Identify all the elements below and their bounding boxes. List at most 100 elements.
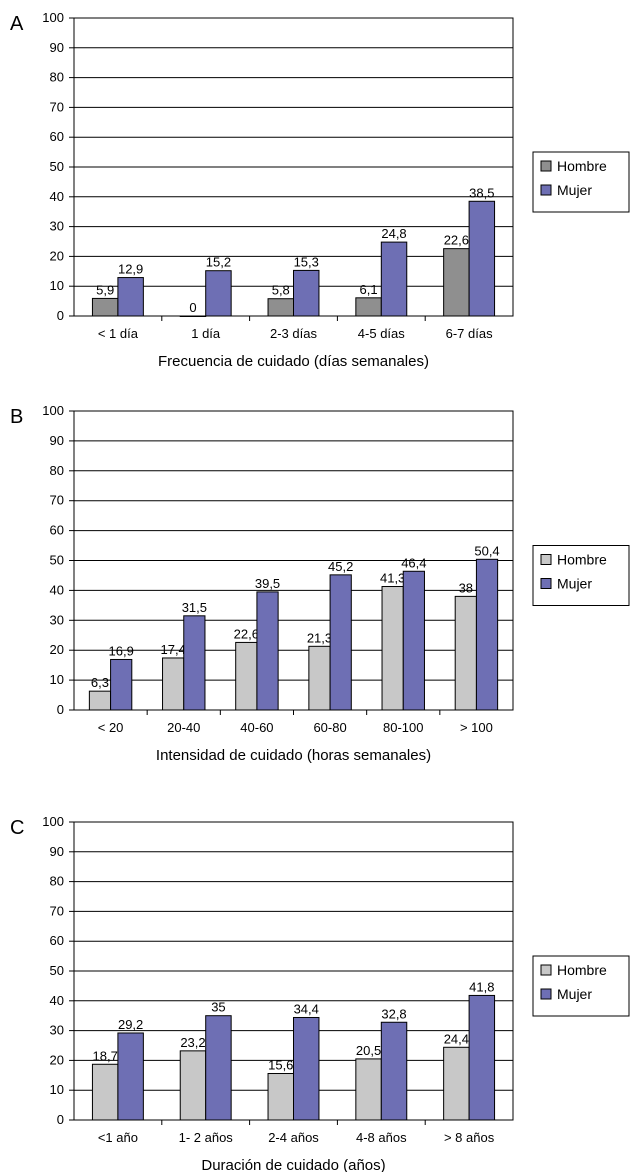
data-label: 24,4 bbox=[444, 1031, 469, 1046]
bar-mujer bbox=[293, 269, 320, 317]
x-category-label: > 100 bbox=[460, 720, 493, 735]
bar-mujer bbox=[205, 1015, 232, 1121]
bar-hombre bbox=[443, 1046, 470, 1121]
y-tick-label: 30 bbox=[50, 1023, 64, 1038]
data-label: 17,4 bbox=[160, 642, 185, 657]
data-label: 41,8 bbox=[469, 979, 494, 994]
y-tick-label: 60 bbox=[50, 129, 64, 144]
bar-mujer bbox=[468, 200, 496, 317]
y-tick-label: 80 bbox=[50, 874, 64, 889]
panel-letter: A bbox=[10, 13, 24, 35]
y-tick-label: 20 bbox=[50, 642, 64, 657]
legend-swatch-hombre bbox=[540, 964, 552, 976]
y-tick-label: 20 bbox=[50, 248, 64, 263]
legend-swatch-hombre bbox=[540, 554, 552, 565]
bar-hombre bbox=[267, 1073, 294, 1121]
x-category-label: 80-100 bbox=[383, 720, 423, 735]
bar-hombre bbox=[162, 657, 185, 711]
bar-mujer bbox=[380, 241, 408, 317]
y-tick-label: 40 bbox=[50, 189, 64, 204]
y-tick-label: 50 bbox=[50, 159, 64, 174]
y-tick-label: 90 bbox=[50, 433, 64, 448]
bar-mujer bbox=[117, 277, 144, 317]
y-tick-label: 30 bbox=[50, 612, 64, 627]
data-label: 0 bbox=[189, 300, 196, 315]
y-tick-label: 70 bbox=[50, 99, 64, 114]
legend-swatch-hombre bbox=[540, 160, 552, 172]
legend-label-mujer: Mujer bbox=[557, 182, 592, 198]
bar-hombre bbox=[235, 641, 258, 711]
data-label: 39,5 bbox=[255, 576, 280, 591]
data-label: 5,9 bbox=[96, 282, 114, 297]
bar-mujer bbox=[329, 574, 352, 711]
legend-label-hombre: Hombre bbox=[557, 158, 607, 174]
bar-mujer bbox=[475, 558, 499, 711]
y-tick-label: 50 bbox=[50, 963, 64, 978]
y-tick-label: 10 bbox=[50, 278, 64, 293]
data-label: 38 bbox=[459, 580, 473, 595]
data-label: 29,2 bbox=[118, 1017, 143, 1032]
bar-hombre bbox=[91, 1063, 119, 1121]
data-label: 38,5 bbox=[469, 185, 494, 200]
bar-hombre bbox=[91, 297, 119, 317]
panel-letter: C bbox=[10, 817, 24, 839]
legend-swatch-mujer bbox=[540, 184, 552, 196]
y-tick-label: 20 bbox=[50, 1052, 64, 1067]
data-label: 6,3 bbox=[91, 675, 109, 690]
data-label: 35 bbox=[211, 1000, 225, 1015]
data-label: 46,4 bbox=[401, 555, 426, 570]
data-label: 5,8 bbox=[272, 283, 290, 298]
x-category-label: 1 día bbox=[191, 326, 221, 341]
data-label: 32,8 bbox=[381, 1006, 406, 1021]
bar-mujer bbox=[183, 615, 206, 711]
y-tick-label: 90 bbox=[50, 40, 64, 55]
data-label: 15,3 bbox=[294, 254, 319, 269]
y-tick-label: 10 bbox=[50, 672, 64, 687]
data-label: 15,6 bbox=[268, 1058, 293, 1073]
bar-hombre bbox=[355, 297, 382, 317]
bar-mujer bbox=[205, 270, 232, 317]
data-label: 15,2 bbox=[206, 255, 231, 270]
data-label: 20,5 bbox=[356, 1043, 381, 1058]
data-label: 22,6 bbox=[234, 626, 259, 641]
bar-mujer bbox=[256, 591, 279, 711]
legend-label-hombre: Hombre bbox=[557, 552, 607, 568]
data-label: 41,3 bbox=[380, 571, 405, 586]
x-axis-title: Frecuencia de cuidado (días semanales) bbox=[158, 353, 429, 370]
y-tick-label: 100 bbox=[42, 814, 64, 829]
y-tick-label: 0 bbox=[57, 702, 64, 717]
data-label: 12,9 bbox=[118, 262, 143, 277]
panel-letter: B bbox=[10, 406, 23, 428]
data-label: 45,2 bbox=[328, 559, 353, 574]
legend-label-mujer: Mujer bbox=[557, 576, 592, 592]
y-tick-label: 50 bbox=[50, 553, 64, 568]
y-tick-label: 40 bbox=[50, 993, 64, 1008]
x-category-label: 6-7 días bbox=[446, 326, 493, 341]
x-category-label: 60-80 bbox=[313, 720, 346, 735]
data-label: 16,9 bbox=[109, 643, 134, 658]
data-label: 18,7 bbox=[93, 1048, 118, 1063]
bar-hombre bbox=[267, 298, 294, 317]
x-category-label: < 1 día bbox=[98, 326, 139, 341]
y-tick-label: 40 bbox=[50, 582, 64, 597]
data-label: 31,5 bbox=[182, 600, 207, 615]
bar-hombre bbox=[179, 315, 207, 317]
bar-hombre bbox=[88, 690, 112, 711]
x-category-label: 4-5 días bbox=[358, 326, 405, 341]
y-tick-label: 80 bbox=[50, 70, 64, 85]
bar-mujer bbox=[380, 1021, 408, 1121]
bar-mujer bbox=[468, 994, 496, 1121]
x-category-label: 40-60 bbox=[240, 720, 273, 735]
x-category-label: 4-8 años bbox=[356, 1130, 407, 1145]
legend-swatch-mujer bbox=[540, 988, 552, 1000]
bar-hombre bbox=[355, 1058, 382, 1121]
y-tick-label: 30 bbox=[50, 219, 64, 234]
x-category-label: < 20 bbox=[98, 720, 124, 735]
bar-mujer bbox=[402, 570, 425, 711]
bar-mujer bbox=[110, 658, 133, 711]
data-label: 22,6 bbox=[444, 233, 469, 248]
x-category-label: <1 año bbox=[98, 1130, 138, 1145]
y-tick-label: 10 bbox=[50, 1082, 64, 1097]
bar-hombre bbox=[381, 586, 404, 711]
